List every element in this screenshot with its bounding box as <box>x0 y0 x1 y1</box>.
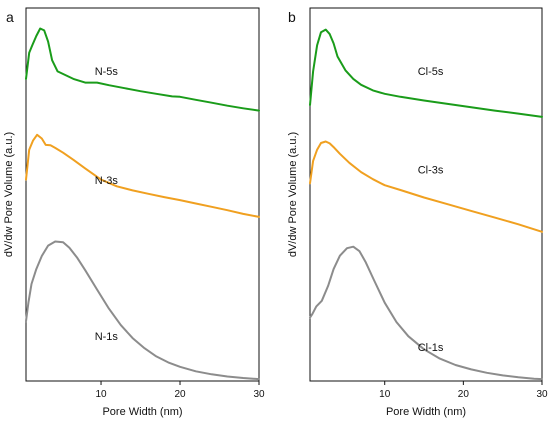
series-label: N-3s <box>95 175 119 187</box>
x-tick-label: 30 <box>536 389 548 400</box>
panel-a: a 10 20 30 Pore Width (nm) dV/dw Pore Volume … <box>3 7 265 418</box>
series-label: N-5s <box>95 66 119 78</box>
panel-letter: b <box>288 9 296 25</box>
x-tick-label: 20 <box>174 389 186 400</box>
panel-letter: a <box>6 9 14 25</box>
x-tick-label: 10 <box>379 389 391 400</box>
y-axis-label: dV/dw Pore Volume (a.u.) <box>287 132 299 257</box>
x-tick-label: 20 <box>458 389 470 400</box>
y-axis-label: dV/dw Pore Volume (a.u.) <box>3 132 15 257</box>
panel-b: b 10 20 30 Pore Width (nm) dV/dw Pore Volume … <box>287 7 548 418</box>
x-tick-label: 30 <box>253 389 265 400</box>
series-line-n-5s <box>25 27 260 112</box>
plot-frame <box>309 7 543 382</box>
x-axis-label: Pore Width (nm) <box>386 406 466 418</box>
series-line-n-3s <box>25 133 260 218</box>
series-label: Cl-3s <box>418 165 444 177</box>
series-line-cl-3s <box>309 140 543 233</box>
series-label: Cl-5s <box>418 66 444 78</box>
series-line-n-1s <box>25 240 260 381</box>
plot-frame <box>25 7 260 382</box>
series-label: Cl-1s <box>418 342 444 354</box>
series-label: N-1s <box>95 331 119 343</box>
x-tick-label: 10 <box>95 389 107 400</box>
x-axis-label: Pore Width (nm) <box>102 406 182 418</box>
series-line-cl-1s <box>309 245 543 381</box>
series-line-cl-5s <box>309 28 543 118</box>
